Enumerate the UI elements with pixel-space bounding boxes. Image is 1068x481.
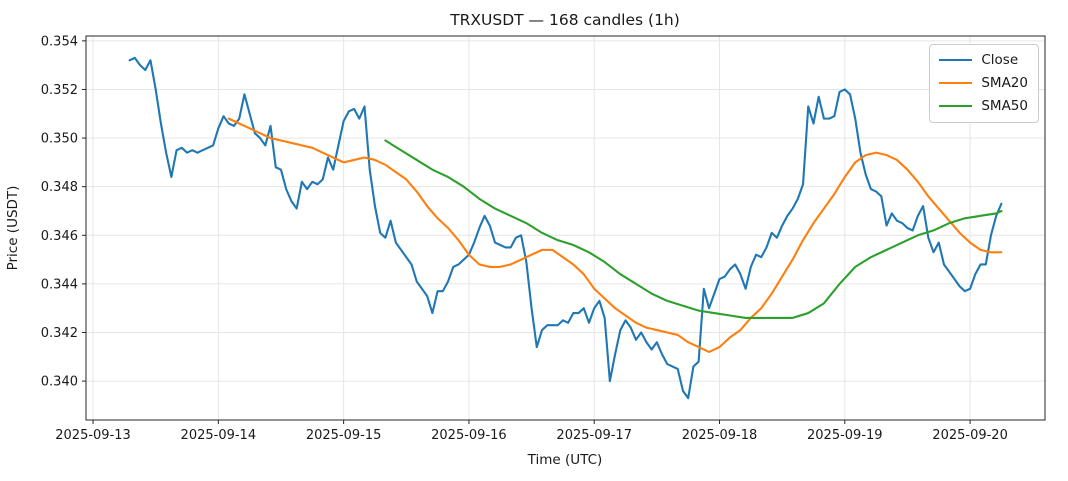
y-tick-label: 0.354 bbox=[41, 34, 78, 49]
gridlines bbox=[86, 36, 1045, 420]
plot-border bbox=[85, 35, 1046, 421]
sma20-line bbox=[227, 117, 1003, 354]
y-tick-label: 0.342 bbox=[41, 326, 78, 341]
y-axis-label: Price (USDT) bbox=[5, 186, 21, 271]
data-series bbox=[128, 56, 1003, 400]
y-tick-label: 0.350 bbox=[41, 132, 78, 147]
y-tick-label: 0.346 bbox=[41, 229, 78, 244]
y-tick-label: 0.340 bbox=[41, 375, 78, 390]
axes: 2025-09-13 2025-09-14 2025-09-15 2025-09-16… bbox=[41, 34, 1046, 443]
legend-line-swatch bbox=[939, 59, 973, 62]
x-axis-label: Time (UTC) bbox=[527, 452, 603, 468]
close-line bbox=[128, 56, 1003, 400]
legend-label: Close bbox=[981, 52, 1019, 68]
x-tick-label: 2025-09-18 bbox=[682, 428, 758, 443]
legend-item-close: Close bbox=[939, 52, 1028, 68]
y-tick-label: 0.352 bbox=[41, 83, 78, 98]
sma50-line bbox=[384, 139, 1003, 319]
legend: Close SMA20 SMA50 bbox=[929, 44, 1039, 123]
legend-item-sma50: SMA50 bbox=[939, 98, 1028, 114]
x-tick-label: 2025-09-16 bbox=[431, 428, 507, 443]
x-tick-label: 2025-09-17 bbox=[556, 428, 632, 443]
x-tick-label: 2025-09-13 bbox=[55, 428, 131, 443]
y-tick-label: 0.344 bbox=[41, 277, 78, 292]
x-tick-label: 2025-09-14 bbox=[181, 428, 257, 443]
x-tick-label: 2025-09-19 bbox=[807, 428, 883, 443]
chart-title: TRXUSDT — 168 candles (1h) bbox=[449, 11, 680, 29]
legend-line-swatch bbox=[939, 82, 973, 85]
x-tick-label: 2025-09-15 bbox=[306, 428, 382, 443]
legend-label: SMA50 bbox=[981, 98, 1028, 115]
legend-label: SMA20 bbox=[981, 75, 1028, 92]
y-tick-label: 0.348 bbox=[41, 180, 78, 195]
legend-item-sma20: SMA20 bbox=[939, 75, 1028, 91]
legend-line-swatch bbox=[939, 105, 973, 108]
x-tick-label: 2025-09-20 bbox=[932, 428, 1008, 443]
